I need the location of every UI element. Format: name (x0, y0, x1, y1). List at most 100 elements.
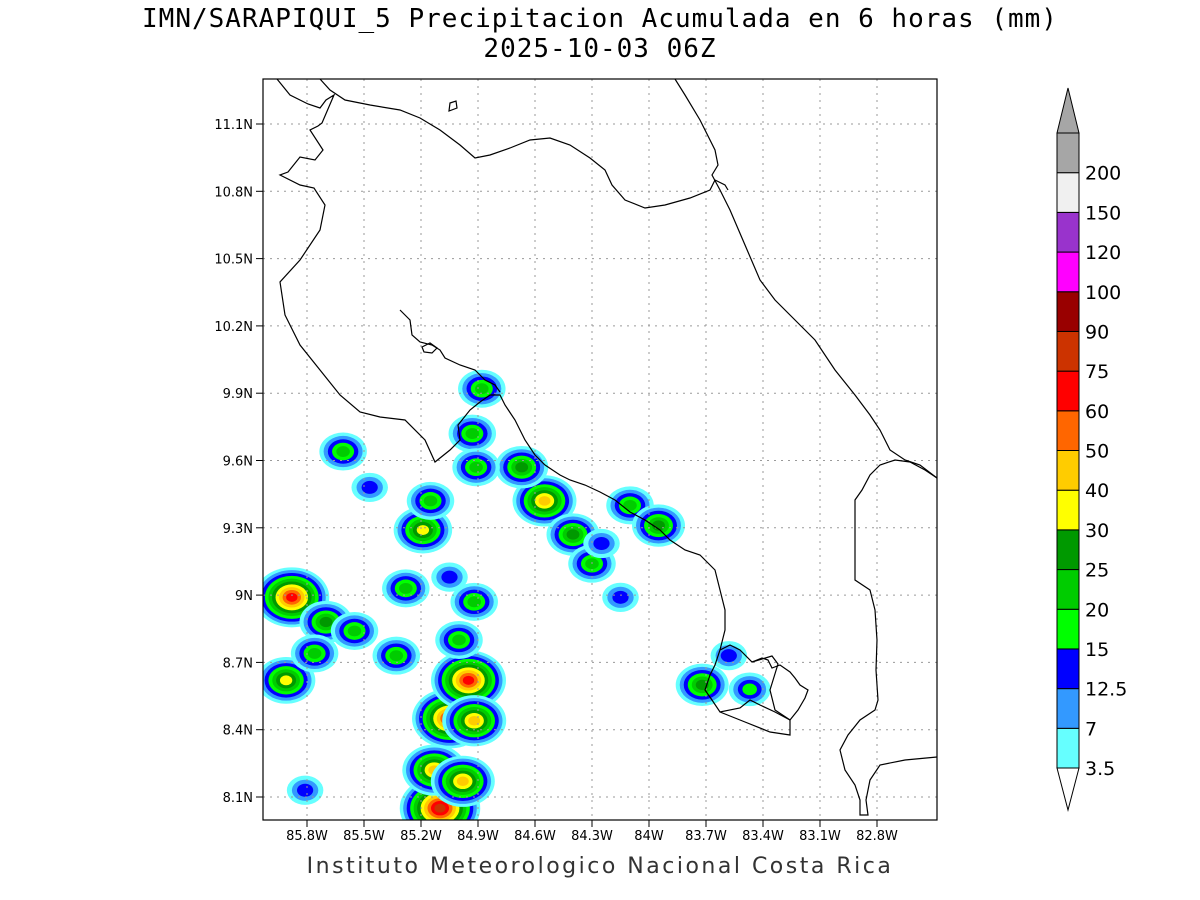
colorbar-swatch (1056, 251, 1080, 293)
colorbar-label: 12.5 (1085, 679, 1127, 701)
colorbar-label: 100 (1085, 282, 1121, 304)
precip-contour-12-5 (361, 480, 378, 494)
precip-contour-12-5 (296, 783, 314, 797)
osa-border (719, 655, 791, 736)
precip-contour-20 (336, 446, 350, 457)
precip-contour-40 (468, 715, 481, 726)
precip-contour-75 (434, 803, 446, 813)
precip-cell (450, 582, 498, 621)
colorbar-label: 7 (1085, 718, 1097, 740)
precip-contour-25 (319, 616, 333, 628)
precip-cell (406, 481, 455, 520)
colorbar-label: 40 (1085, 480, 1109, 502)
colorbar-swatch (1056, 727, 1080, 769)
precip-contour-20 (389, 650, 404, 662)
precip-contour-12-5 (720, 649, 737, 663)
colorbar-label: 75 (1085, 361, 1109, 383)
precip-cell (430, 755, 495, 807)
precip-contour-20 (347, 625, 362, 637)
precip-contour-20 (465, 428, 480, 440)
lat-tick-label: 8.7N (223, 656, 253, 671)
precip-contour-20 (452, 634, 466, 646)
precip-cell (290, 634, 339, 673)
colorbar-swatch (1056, 648, 1080, 690)
precip-contour-12-5 (612, 590, 629, 604)
lat-tick-label: 9.3N (223, 522, 253, 537)
colorbar-swatch (1056, 410, 1080, 451)
precip-contour-20 (399, 582, 413, 594)
lon-tick-label: 83.4W (742, 829, 784, 844)
colorbar-swatch (1056, 688, 1080, 729)
colorbar-legend: 3.5 7 12.5 15 20 25 30 40 50 60 75 90 100 120 150 200 (1056, 87, 1127, 812)
precip-cell (448, 414, 497, 453)
precip-cell (351, 472, 388, 503)
panama-border (839, 459, 937, 816)
precip-cell (372, 636, 421, 675)
precip-contour-30 (416, 525, 430, 535)
lake-nicaragua-island (448, 100, 458, 112)
lat-tick-label: 9.9N (223, 387, 253, 402)
precip-contour-20 (623, 499, 637, 511)
lat-tick-label: 8.1N (223, 791, 253, 806)
colorbar-swatch (1056, 211, 1080, 253)
colorbar-label: 30 (1085, 520, 1109, 542)
colorbar-swatch (1056, 172, 1080, 213)
colorbar-label: 15 (1085, 639, 1109, 661)
colorbar-swatch (1056, 569, 1080, 610)
precip-contour-60 (286, 592, 298, 602)
lon-tick-label: 82.8W (856, 829, 898, 844)
colorbar-low-arrow (1056, 767, 1080, 812)
lat-tick-label: 9N (235, 589, 253, 604)
lat-tick-label: 10.8N (214, 185, 253, 200)
colorbar-label: 60 (1085, 401, 1109, 423)
precip-cell (431, 650, 506, 711)
map-title: IMN/SARAPIQUI_5 Precipitacion Acumulada … (142, 4, 1058, 34)
colorbar-swatch (1056, 132, 1080, 174)
lat-lon-grid (263, 79, 937, 820)
precip-cell (435, 620, 483, 659)
precipitation-field (263, 369, 771, 820)
precip-contour-60 (462, 675, 475, 685)
precip-cell (675, 663, 729, 707)
colorbar-swatch (1056, 370, 1080, 412)
colorbar-swatch (1056, 291, 1080, 332)
caribbean-coast (674, 79, 937, 479)
lon-tick-label: 85.5W (343, 829, 385, 844)
colorbar-swatch (1056, 608, 1080, 650)
colorbar-label: 120 (1085, 242, 1121, 264)
colorbar-swatch (1056, 330, 1080, 372)
lon-tick-label: 83.7W (685, 829, 727, 844)
colorbar-label: 3.5 (1085, 758, 1115, 780)
lat-tick-label: 8.4N (223, 724, 253, 739)
precip-contour-20 (467, 596, 481, 608)
lon-tick-label: 85.8W (286, 829, 328, 844)
colorbar-swatch (1056, 489, 1080, 531)
precip-contour-30 (279, 675, 293, 686)
coastlines (276, 79, 937, 816)
precip-cell (728, 672, 771, 707)
lon-tick-label: 85.2W (400, 829, 442, 844)
longitude-axis: 85.8W 85.5W 85.2W 84.9W 84.6W 84.3W 84W 83.7W 83… (286, 820, 898, 844)
precip-contour-20 (307, 647, 322, 659)
colorbar-label: 90 (1085, 321, 1109, 343)
precip-cell (286, 775, 324, 805)
colorbar-label: 200 (1085, 163, 1121, 185)
lon-tick-label: 84.3W (571, 829, 613, 844)
pacific-coast-nicoya (276, 79, 809, 721)
lat-tick-label: 10.5N (214, 253, 253, 268)
gulf-of-nicoya-island (421, 342, 438, 354)
lat-tick-label: 9.6N (223, 455, 253, 470)
precip-contour-15 (742, 683, 758, 696)
precip-contour-12-5 (441, 570, 458, 584)
precip-cell (583, 528, 620, 559)
colorbar-swatch (1056, 450, 1080, 491)
precip-cell (495, 446, 549, 489)
plot-frame (262, 78, 938, 821)
colorbar-label: 50 (1085, 441, 1109, 463)
precip-cell (382, 569, 430, 608)
colorbar-high-arrow (1056, 87, 1080, 134)
map-valid-time: 2025-10-03 06Z (483, 34, 717, 64)
lat-tick-label: 11.1N (214, 118, 253, 133)
colorbar-label: 25 (1085, 560, 1109, 582)
